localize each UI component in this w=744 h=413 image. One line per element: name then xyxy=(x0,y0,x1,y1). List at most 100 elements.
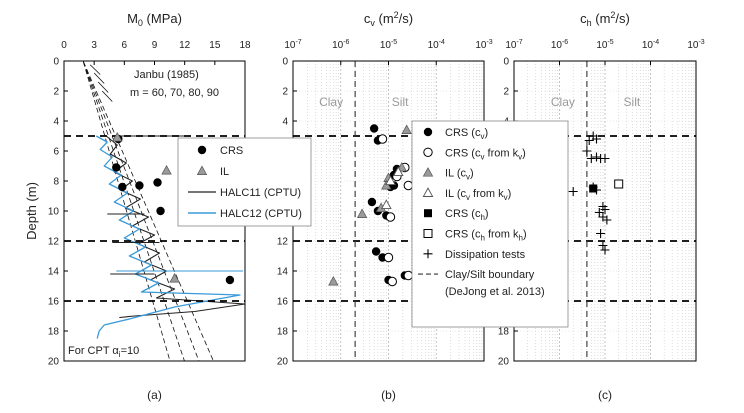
tick-exponent: -6 xyxy=(343,39,349,46)
plus-point xyxy=(591,185,601,195)
open-circle-point xyxy=(403,180,414,191)
legend-label: HALC11 (CPTU) xyxy=(220,187,301,199)
legend-sub: v xyxy=(466,193,470,202)
x-tick-label: 0 xyxy=(61,40,67,51)
legend-end: ) xyxy=(523,229,527,241)
y-tick-label: 18 xyxy=(498,327,510,338)
filled-circle-point xyxy=(371,247,381,256)
open-circle-point xyxy=(385,212,396,222)
tick-mantissa: 10 xyxy=(380,40,392,51)
open-circle-point xyxy=(387,276,397,287)
legend-label: IL xyxy=(220,166,229,178)
tick-exponent: -3 xyxy=(486,39,492,46)
legend-marker xyxy=(424,209,432,218)
legend-label: CRS (ch from kh) xyxy=(445,229,527,243)
legend-marker xyxy=(197,145,207,155)
x-tick-label: 10-3 xyxy=(687,39,704,51)
plus-point xyxy=(591,134,601,144)
panel-title-sup: 2 xyxy=(394,10,399,20)
crs-point xyxy=(153,178,162,187)
crs-point xyxy=(135,181,144,190)
legend-sub: v xyxy=(504,193,508,202)
tick-mantissa: 10 xyxy=(642,40,654,51)
plus-point xyxy=(594,208,604,217)
legend-marker xyxy=(422,167,434,177)
open-circle-point xyxy=(403,270,414,281)
legend-marker xyxy=(423,229,433,238)
janbu-annotation-title: Janbu (1985) xyxy=(134,69,199,81)
legend-sub: h xyxy=(480,213,484,222)
x-tick-label: 12 xyxy=(179,40,191,51)
il-point xyxy=(169,272,180,283)
x-tick-label: 9 xyxy=(152,40,158,51)
legend-label: CRS (cv) xyxy=(445,127,488,141)
panel-title-rest: (m xyxy=(375,11,394,26)
legend-end: ) xyxy=(484,127,488,139)
crs-point xyxy=(112,163,121,172)
panel-title-main: c xyxy=(580,11,587,26)
panel-title-end: /s) xyxy=(615,11,629,26)
legend-mid: from k xyxy=(484,147,518,159)
tick-exponent: -7 xyxy=(295,39,301,46)
x-tick-label: 15 xyxy=(209,40,221,51)
panel-title: M0 (MPa) xyxy=(127,11,182,28)
y-tick-label: 20 xyxy=(277,357,289,368)
legend-end: ) xyxy=(485,208,489,220)
plus-point xyxy=(591,152,601,162)
legend-label: Dissipation tests xyxy=(445,249,526,261)
tick-exponent: -4 xyxy=(439,39,445,46)
y-tick-label: 12 xyxy=(48,237,60,248)
clay-zone-label: Clay xyxy=(551,95,575,109)
tick-mantissa: 10 xyxy=(284,40,296,51)
filled-circle-point xyxy=(367,197,377,207)
tick-mantissa: 10 xyxy=(551,40,563,51)
cptu-trace-3 xyxy=(95,135,241,339)
plus-point xyxy=(568,187,578,196)
x-tick-label: 10-7 xyxy=(505,39,522,51)
x-tick-label: 10-7 xyxy=(284,39,301,51)
silt-zone-label: Silt xyxy=(624,95,641,109)
open-circle-point xyxy=(377,134,388,144)
legend-main: Clay/Silt boundary xyxy=(445,269,535,281)
legend-label: IL (cv) xyxy=(445,168,474,182)
tick-exponent: -4 xyxy=(653,39,659,46)
y-tick-label: 12 xyxy=(277,237,289,248)
legend-marker xyxy=(423,249,433,259)
y-tick-label: 16 xyxy=(277,297,289,308)
y-tick-label: 10 xyxy=(48,207,60,218)
legend-mid: from k xyxy=(485,229,519,241)
tick-mantissa: 10 xyxy=(428,40,440,51)
plus-point xyxy=(586,154,596,163)
legend-sub: h xyxy=(480,234,484,243)
janbu-line-m-70 xyxy=(82,61,185,361)
panel-title-end: /s) xyxy=(399,11,413,26)
legend-label: CRS (ch) xyxy=(445,208,489,222)
footnote-main: For CPT α xyxy=(68,345,119,357)
tick-exponent: -5 xyxy=(391,39,397,46)
panel-letter: (c) xyxy=(598,388,612,402)
footnote: For CPT αi=10 xyxy=(68,345,139,359)
panel-title: ch (m2/s) xyxy=(580,10,630,28)
legend-end: ) xyxy=(470,168,474,180)
legend-marker xyxy=(422,187,434,197)
x-tick-label: 6 xyxy=(122,40,128,51)
legend-end: ) xyxy=(522,147,526,159)
plus-point xyxy=(600,154,610,163)
panel-letter: (a) xyxy=(147,388,162,402)
tick-exponent: -7 xyxy=(516,39,522,46)
x-tick-label: 10-3 xyxy=(475,39,492,51)
y-tick-label: 16 xyxy=(48,297,60,308)
y-axis-label: Depth (m) xyxy=(24,182,39,240)
janbu-line-m-80 xyxy=(83,61,200,361)
y-tick-label: 2 xyxy=(282,87,288,98)
footnote-rest: =10 xyxy=(121,345,140,357)
gray-triangle-point xyxy=(328,275,339,286)
panel-title-sup: 2 xyxy=(610,10,615,20)
il-point xyxy=(112,131,123,142)
footnote-sub: i xyxy=(119,350,121,359)
panel-title-rest: (MPa) xyxy=(143,11,182,26)
plus-point xyxy=(602,215,612,225)
tick-mantissa: 10 xyxy=(505,40,517,51)
legend-label-line2: (DeJong et al. 2013) xyxy=(445,286,545,298)
legend-main: CRS (c xyxy=(445,127,481,139)
